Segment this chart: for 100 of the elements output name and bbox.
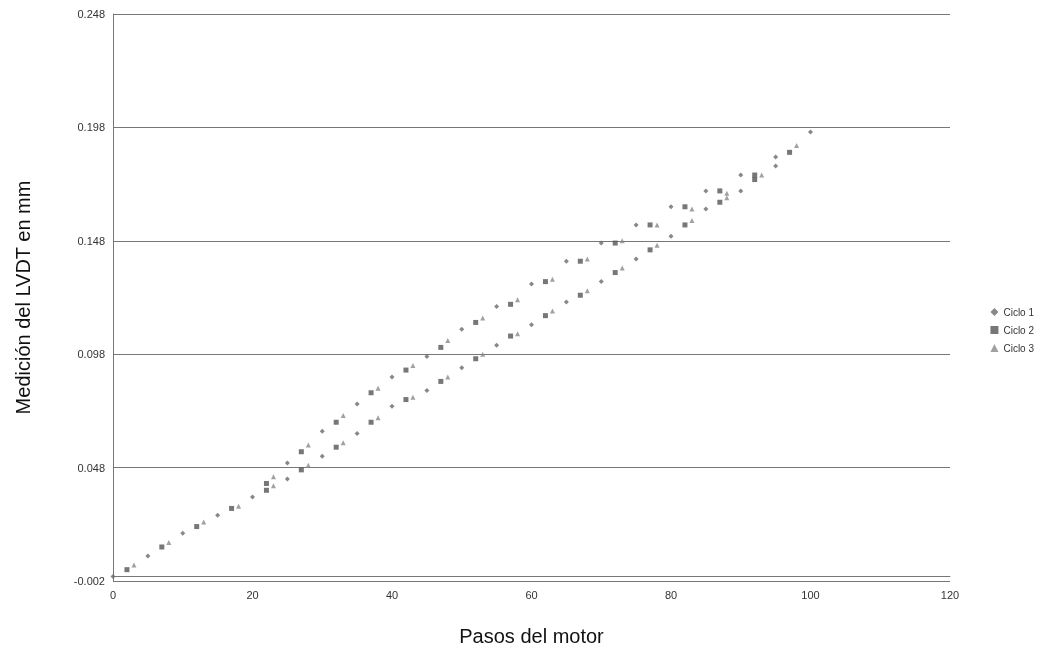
point [689,217,695,223]
point [480,351,486,357]
point [738,188,744,194]
point [194,524,200,530]
x-tick-label: 120 [940,588,960,601]
point [270,483,276,489]
x-tick-label: 60 [525,588,538,601]
point [333,444,339,450]
x-axis-title: Pasos del motor [459,625,605,647]
point [668,233,674,239]
point [542,313,548,319]
point [333,419,339,425]
point [515,297,521,303]
point [703,206,709,212]
legend-label: Ciclo 1 [1003,306,1035,318]
y-tick-label: 0.248 [77,8,105,20]
point [375,385,381,391]
point [612,270,618,276]
point [529,322,534,328]
point [410,363,416,369]
point [284,476,290,482]
point [633,256,639,262]
point [529,281,534,287]
point [124,567,130,573]
point [159,544,165,550]
point [145,553,151,559]
point [773,163,779,169]
point [354,401,360,407]
legend-label: Ciclo 2 [1003,324,1035,336]
point [215,512,221,518]
legend-label: Ciclo 3 [1003,342,1035,354]
x-tick-label: 40 [385,588,399,601]
point [403,367,409,373]
point [542,279,548,285]
point [759,172,765,178]
point [438,378,444,384]
point [612,240,618,246]
x-tick-label: 100 [801,588,820,601]
y-tick-label: -0.002 [73,575,105,587]
y-axis-title: Medición del LVDT en mm [12,180,34,415]
x-tick-label: 80 [664,588,678,601]
y-tick-label: 0.148 [77,234,105,247]
point [340,412,346,418]
point [298,467,304,473]
point [410,394,416,400]
point [738,172,744,178]
point [682,204,688,210]
point [647,247,653,253]
point [619,265,625,271]
point [459,326,465,332]
point [598,279,604,285]
point [424,353,430,359]
point [445,338,451,344]
point [131,562,137,568]
y-tick-label: 0.048 [77,461,105,474]
point [494,304,500,310]
point [319,453,325,459]
point [689,206,695,212]
point [563,299,569,305]
y-tick-label: 0.098 [77,348,105,361]
point [494,342,500,348]
point [110,573,116,579]
point [787,149,793,155]
point [549,276,555,282]
point [598,240,604,246]
point [389,403,395,409]
x-tick-label: 20 [246,588,259,601]
point [577,258,583,264]
point [668,204,674,210]
point [166,539,172,545]
point [563,258,569,264]
point [263,480,269,486]
point [424,387,430,393]
point [794,143,800,149]
point [340,440,346,446]
x-tick-label: 0 [109,588,117,601]
point [473,319,479,325]
point [508,333,514,339]
point [717,199,723,205]
point [773,154,779,160]
point [473,356,479,362]
point [375,415,381,421]
point [703,188,709,194]
point [438,344,444,350]
point [368,419,374,425]
point [354,431,360,437]
point [403,397,409,403]
point [319,428,325,434]
point [577,292,583,298]
point [270,474,276,480]
point [808,129,813,135]
point [752,172,758,178]
point [724,190,730,196]
point [305,462,311,468]
point [298,449,304,455]
point [459,365,465,371]
point [717,188,723,194]
point [654,242,660,248]
point [201,519,207,525]
point [549,308,555,314]
